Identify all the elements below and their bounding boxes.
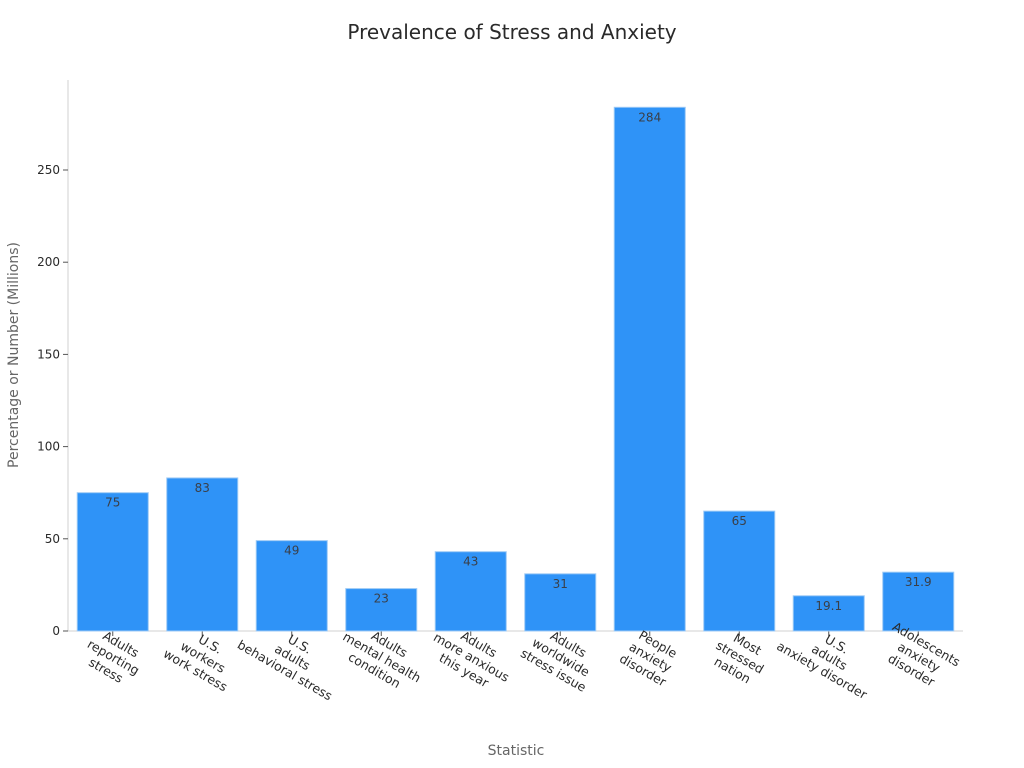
y-tick-label: 150 [37,347,60,361]
x-axis-title: Statistic [488,743,545,759]
y-tick-label: 200 [37,255,60,269]
bar [524,573,597,632]
bar-value-label: 31 [553,577,568,591]
bar-value-label: 83 [195,481,210,495]
bar-value-label: 31.9 [905,575,932,589]
bar [882,571,955,632]
y-axis-title: Percentage or Number (Millions) [6,242,22,468]
bar-value-label: 65 [732,514,747,528]
bar-value-label: 23 [374,592,389,606]
bar [76,492,149,632]
y-tick-label: 50 [45,532,60,546]
bar-value-label: 49 [284,544,299,558]
y-tick-label: 100 [37,440,60,454]
bar [434,551,507,632]
bar-value-label: 75 [105,496,120,510]
bar-value-label: 19.1 [815,599,842,613]
bar [613,106,686,632]
y-tick-label: 0 [52,624,60,638]
chart-title: Prevalence of Stress and Anxiety [347,20,677,44]
bar [703,510,776,632]
bar [792,595,865,632]
bar [255,540,328,632]
bar-value-label: 284 [638,110,661,124]
bars: 75 83 49 23 43 31 284 65 19.1 31.9 [76,106,955,632]
bar [345,588,418,632]
bar-value-label: 43 [463,555,478,569]
y-tick-label: 250 [37,163,60,177]
bar [166,477,239,632]
